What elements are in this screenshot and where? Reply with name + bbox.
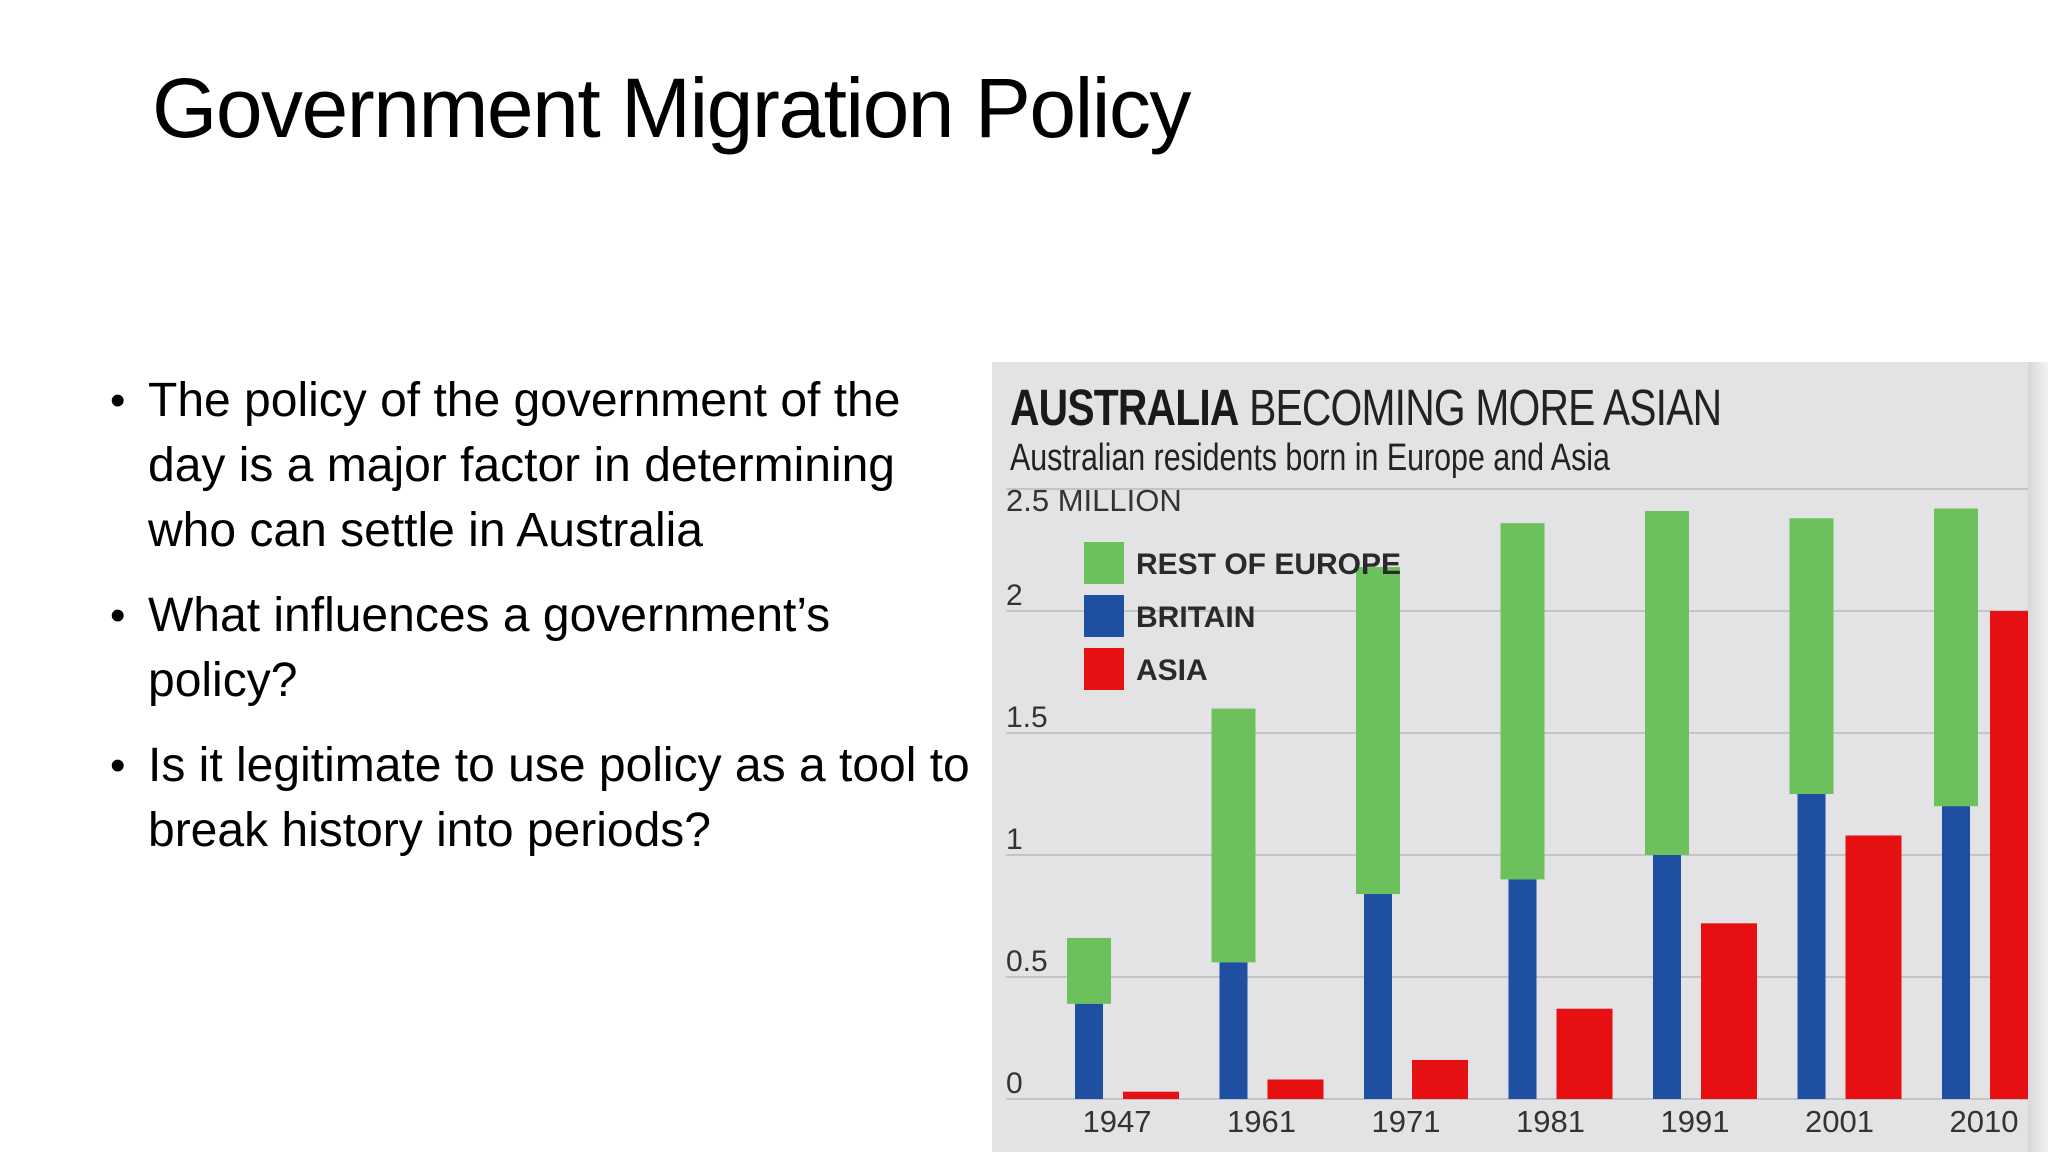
bar-rest-of-europe (1067, 937, 1111, 1004)
x-tick-label: 2001 (1805, 1104, 1874, 1139)
chart-image: AUSTRALIA BECOMING MORE ASIAN Australian… (992, 362, 2048, 1152)
bar-rest-of-europe (1211, 708, 1256, 963)
bar-rest-of-europe (1645, 510, 1689, 855)
chart-title: AUSTRALIA BECOMING MORE ASIAN (1010, 378, 1722, 438)
y-tick-label: 0 (1006, 1067, 1023, 1100)
bullet-dot-icon: • (110, 741, 126, 790)
bar-chart: 0 0.5 1 1.5 2 2.5 MILLION 1947 1961 1971 1981 1991… (1006, 483, 2048, 1139)
x-tick-label: 1991 (1661, 1104, 1730, 1139)
bar-britain (1508, 879, 1537, 1099)
y-tick-label: 1 (1006, 823, 1023, 856)
bar-asia (1845, 835, 1902, 1099)
legend-label: REST OF EUROPE (1136, 548, 1401, 581)
bar-britain (1075, 1003, 1103, 1099)
legend-label: BRITAIN (1136, 601, 1255, 634)
x-tick-label: 1971 (1372, 1104, 1441, 1139)
y-tick-label: 0.5 (1006, 945, 1048, 978)
bar-asia (1701, 923, 1757, 1099)
x-tick-label: 2010 (1950, 1104, 2019, 1139)
bar-asia (1123, 1091, 1179, 1099)
bar-britain (1653, 855, 1681, 1099)
slide-title: Government Migration Policy (152, 61, 1191, 155)
bullet-text: What influences a government’s policy? (148, 589, 831, 707)
bullet-text: The policy of the government of the day … (148, 374, 901, 557)
legend-label: ASIA (1136, 654, 1208, 687)
chart-title-bold: AUSTRALIA (1010, 379, 1239, 436)
bullet-dot-icon: • (110, 591, 126, 640)
bar-britain (1364, 894, 1392, 1099)
chart-title-rest: BECOMING MORE ASIAN (1249, 379, 1722, 436)
y-axis-label: 2.5 MILLION (1006, 483, 1182, 518)
bullet-item: • The policy of the government of the day… (110, 368, 970, 563)
bar-rest-of-europe (1500, 523, 1545, 880)
bullet-list: • The policy of the government of the day… (110, 368, 970, 883)
y-tick-label: 2 (1006, 579, 1023, 612)
legend-swatch (1084, 542, 1124, 584)
bar-asia (1556, 1008, 1613, 1099)
bullet-dot-icon: • (110, 376, 126, 425)
bar-britain (1942, 806, 1970, 1099)
bullet-item: • What influences a government’s policy? (110, 583, 970, 713)
legend-swatch (1084, 648, 1124, 690)
x-tick-label: 1961 (1227, 1104, 1296, 1139)
y-tick-label: 1.5 (1006, 701, 1048, 734)
bar-rest-of-europe (1934, 508, 1978, 807)
x-tick-label: 1981 (1516, 1104, 1585, 1139)
bar-britain (1797, 794, 1826, 1099)
chart-subtitle: Australian residents born in Europe and … (1010, 437, 1610, 479)
chart-edge-shadow (2028, 362, 2048, 1152)
bar-rest-of-europe (1356, 567, 1400, 895)
bar-britain (1219, 962, 1248, 1099)
bullet-text: Is it legitimate to use policy as a tool… (148, 739, 970, 857)
x-tick-label: 1947 (1083, 1104, 1152, 1139)
bar-rest-of-europe (1789, 518, 1834, 794)
bar-asia (1267, 1079, 1324, 1099)
bullet-item: • Is it legitimate to use policy as a too… (110, 733, 970, 863)
legend-swatch (1084, 595, 1124, 637)
bar-asia (1412, 1059, 1468, 1099)
